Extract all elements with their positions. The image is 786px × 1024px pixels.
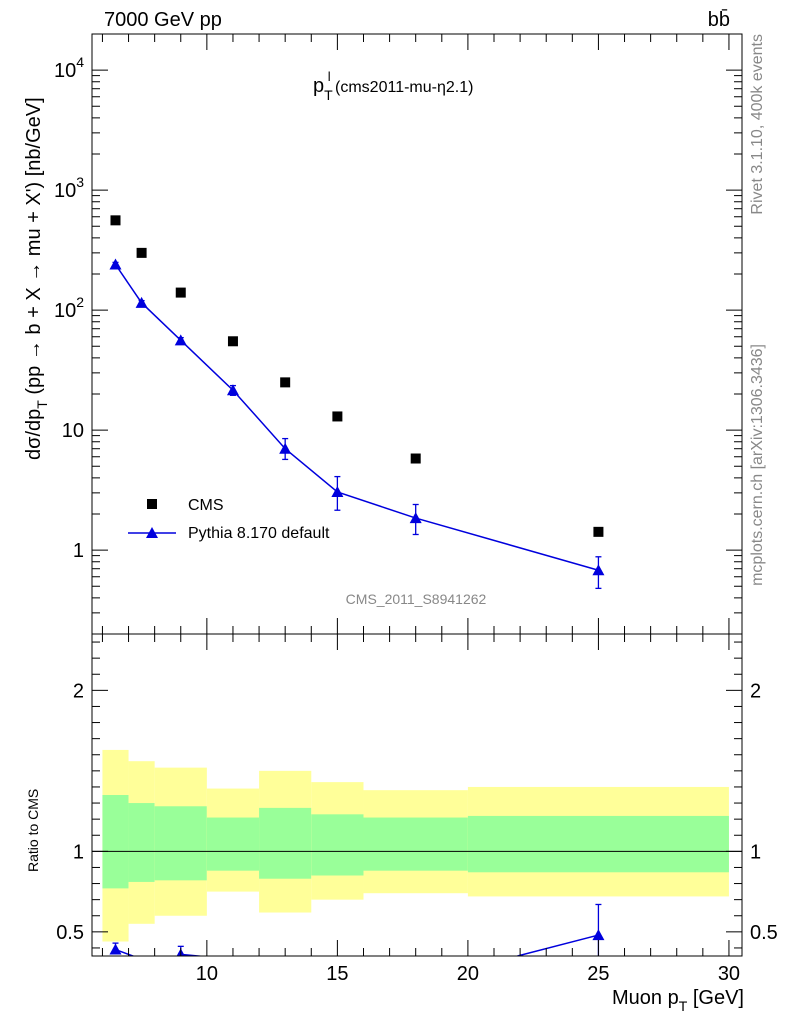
- cms-data-point: [593, 526, 604, 537]
- ratio-y-tick-label-left: 1: [73, 841, 84, 863]
- x-tick-label: 10: [196, 963, 218, 985]
- ratio-y-tick-label-right: 2: [750, 680, 761, 702]
- inner-uncertainty-band: [102, 795, 129, 889]
- legend-cms-label: CMS: [188, 497, 224, 514]
- y-tick-label: 10: [62, 420, 84, 442]
- cms-data-point: [175, 287, 186, 298]
- ratio-data-point: [109, 943, 122, 955]
- pythia-data-point: [592, 564, 605, 576]
- pythia-data-point: [135, 296, 148, 308]
- ratio-segment: [517, 934, 599, 956]
- legend-pythia-marker: [146, 527, 158, 538]
- pythia-data-point: [226, 384, 239, 396]
- inner-uncertainty-band: [206, 817, 260, 871]
- cms-data-point: [280, 377, 291, 388]
- energy-label: 7000 GeV pp: [104, 9, 222, 31]
- ratio-segment: [180, 953, 207, 956]
- y-tick-label: 102: [54, 294, 84, 322]
- data-markers: [109, 215, 605, 576]
- legend-cms-marker: [147, 499, 157, 509]
- pythia-error-bars: [112, 261, 602, 590]
- pythia-data-point: [409, 512, 422, 524]
- ratio-y-tick-label-right: 0.5: [750, 922, 778, 944]
- ratio-plot-panel: 10 15 20 25 30 0.5 0.5 1 1 2 2 Ratio to CMS Muon p…: [25, 633, 778, 1014]
- main-y-tick-labels: 1 10 102 103 104: [54, 54, 84, 562]
- y-tick-label: 104: [54, 54, 84, 82]
- x-tick-label: 15: [326, 963, 348, 985]
- inner-uncertainty-band: [259, 807, 312, 879]
- cms-data-point: [136, 247, 147, 258]
- source-label: mcplots.cern.ch [arXiv:1306.3436]: [749, 344, 766, 586]
- process-label: bb̄: [708, 8, 730, 31]
- cms-data-point: [110, 215, 121, 226]
- ratio-y-tick-label-left: 2: [73, 680, 84, 702]
- y-tick-label: 1: [73, 540, 84, 562]
- inner-uncertainty-band: [363, 817, 468, 871]
- ratio-plot-ticks: [92, 634, 742, 956]
- x-axis-label: Muon pT [GeV]: [612, 987, 744, 1014]
- main-y-axis-label: dσ/dpT (pp → b + X → mu + X') [nb/GeV]: [23, 97, 50, 460]
- rivet-label: Rivet 3.1.10, 400k events: [749, 34, 766, 215]
- cms-data-point: [227, 336, 238, 347]
- inner-uncertainty-band: [154, 806, 207, 881]
- legend: CMS Pythia 8.170 default: [128, 497, 330, 542]
- inner-uncertainty-band: [128, 803, 155, 882]
- ratio-plot-frame: [91, 633, 743, 957]
- main-plot-panel: 1 10 102 103 104 pTl (cms2011-mu-η2.1) dσ/dp…: [23, 33, 743, 635]
- pythia-line: [114, 264, 599, 571]
- ratio-data-point: [592, 929, 605, 941]
- cms-data-point: [332, 411, 343, 422]
- pythia-data-point: [331, 486, 344, 498]
- cms-data-point: [410, 453, 421, 464]
- ratio-y-axis-label: Ratio to CMS: [25, 789, 41, 872]
- inner-uncertainty-band: [311, 814, 364, 876]
- pythia-data-point: [174, 334, 187, 346]
- x-tick-label: 30: [718, 963, 740, 985]
- plot-title: pTl (cms2011-mu-η2.1): [313, 69, 473, 103]
- x-tick-label: 20: [457, 963, 479, 985]
- ratio-tick-labels: 10 15 20 25 30 0.5 0.5 1 1 2 2: [56, 680, 778, 985]
- pythia-curve: [114, 264, 599, 571]
- ratio-y-tick-label-left: 0.5: [56, 922, 84, 944]
- uncertainty-bands: [102, 749, 729, 942]
- main-plot-frame: [91, 33, 743, 635]
- y-tick-label: 103: [54, 174, 84, 202]
- pythia-data-point: [279, 442, 292, 454]
- x-tick-label: 25: [587, 963, 609, 985]
- pythia-data-point: [109, 258, 122, 270]
- legend-pythia-label: Pythia 8.170 default: [188, 525, 330, 542]
- main-plot-ticks: [92, 33, 742, 635]
- analysis-watermark: CMS_2011_S8941262: [346, 591, 487, 607]
- ratio-y-tick-label-right: 1: [750, 841, 761, 863]
- inner-uncertainty-band: [467, 815, 729, 873]
